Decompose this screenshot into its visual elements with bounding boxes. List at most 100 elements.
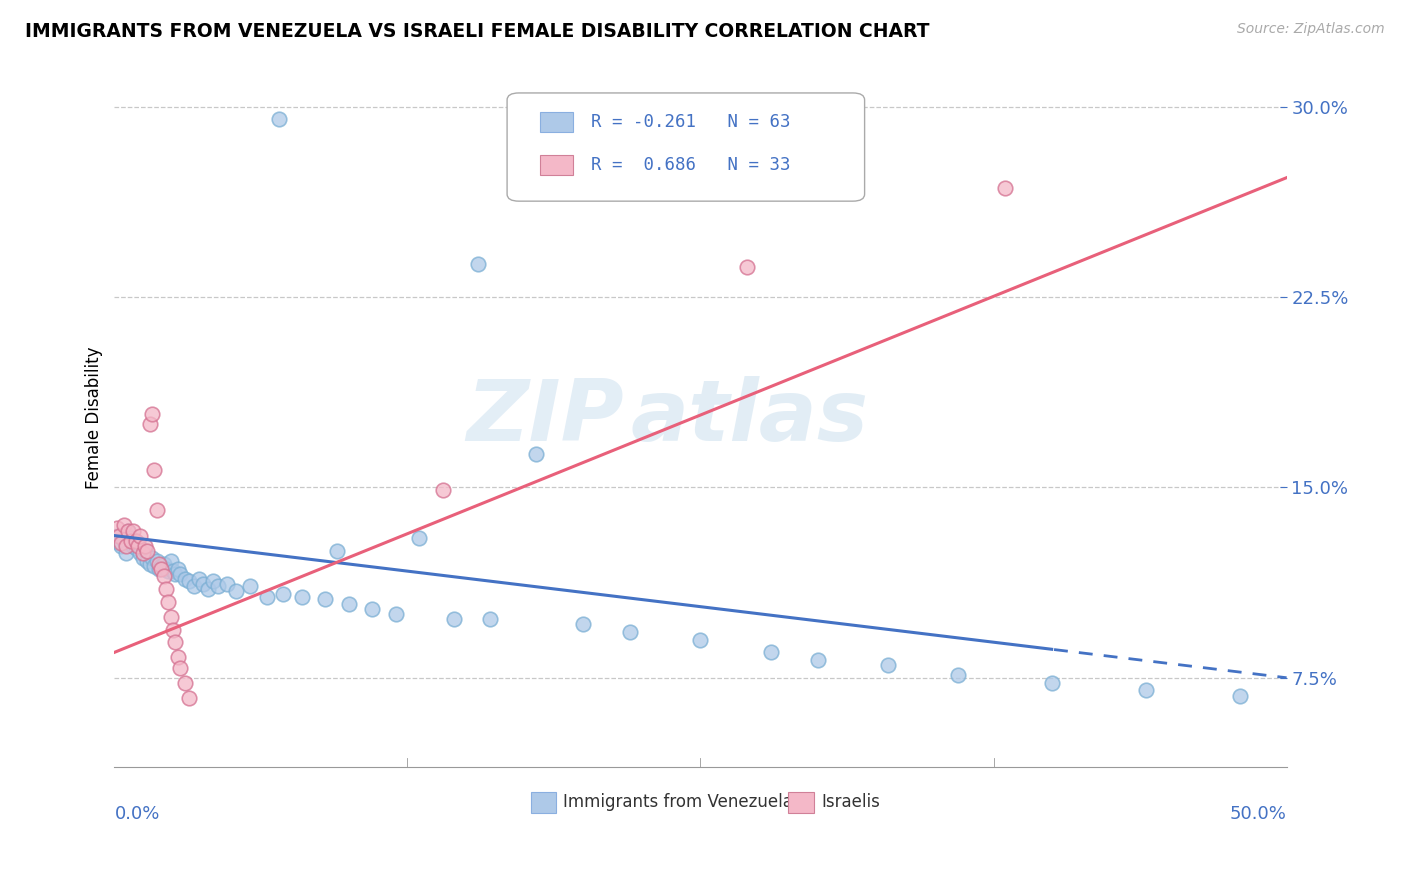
Point <box>124 533 146 548</box>
Point <box>159 610 181 624</box>
Point <box>143 462 166 476</box>
Point <box>1229 689 1251 703</box>
Point <box>166 650 188 665</box>
FancyBboxPatch shape <box>540 155 572 175</box>
Point <box>326 544 349 558</box>
Point <box>193 577 215 591</box>
Point <box>150 559 173 574</box>
Point <box>807 653 830 667</box>
Point <box>689 632 711 647</box>
Text: 50.0%: 50.0% <box>1230 805 1286 823</box>
FancyBboxPatch shape <box>530 792 557 813</box>
Point <box>136 544 159 558</box>
Point <box>619 625 641 640</box>
Point <box>165 566 187 581</box>
Point <box>215 577 238 591</box>
FancyBboxPatch shape <box>508 93 865 202</box>
FancyBboxPatch shape <box>789 792 814 813</box>
Point <box>138 417 160 431</box>
Point <box>157 564 180 578</box>
Point <box>117 524 139 538</box>
Point <box>148 557 170 571</box>
Text: IMMIGRANTS FROM VENEZUELA VS ISRAELI FEMALE DISABILITY CORRELATION CHART: IMMIGRANTS FROM VENEZUELA VS ISRAELI FEM… <box>25 22 929 41</box>
Point <box>136 554 159 568</box>
Text: ZIP: ZIP <box>467 376 624 459</box>
Point <box>239 579 262 593</box>
Point <box>159 554 181 568</box>
Point <box>134 544 156 558</box>
Text: Immigrants from Venezuela: Immigrants from Venezuela <box>564 793 793 811</box>
Point <box>145 554 167 568</box>
Point <box>162 623 184 637</box>
Point <box>432 483 454 497</box>
Text: R =  0.686   N = 33: R = 0.686 N = 33 <box>592 156 792 174</box>
Point <box>138 557 160 571</box>
Point <box>134 539 156 553</box>
Point <box>478 612 501 626</box>
Point <box>169 660 191 674</box>
Point <box>994 181 1017 195</box>
Point <box>127 536 149 550</box>
Point <box>155 561 177 575</box>
Point <box>115 539 138 553</box>
Point <box>110 539 132 553</box>
Point <box>141 551 163 566</box>
Point <box>155 582 177 596</box>
Point <box>127 539 149 553</box>
Text: 0.0%: 0.0% <box>114 805 160 823</box>
Point <box>572 617 595 632</box>
Point <box>108 536 131 550</box>
Point <box>122 524 145 538</box>
Point <box>105 521 128 535</box>
Point <box>129 546 152 560</box>
Point <box>467 257 489 271</box>
Point <box>131 546 153 560</box>
Point <box>157 594 180 608</box>
Y-axis label: Female Disability: Female Disability <box>86 346 103 489</box>
Point <box>152 569 174 583</box>
Point <box>384 607 406 622</box>
Point <box>361 602 384 616</box>
Point <box>201 574 224 589</box>
Point <box>143 559 166 574</box>
Point <box>291 590 314 604</box>
Point <box>148 561 170 575</box>
Point <box>115 546 138 560</box>
Point <box>162 564 184 578</box>
Text: atlas: atlas <box>630 376 869 459</box>
Point <box>120 531 142 545</box>
Point <box>173 572 195 586</box>
Point <box>112 533 135 548</box>
Point <box>117 524 139 538</box>
Point <box>408 531 430 545</box>
FancyBboxPatch shape <box>540 112 572 132</box>
Point <box>256 590 278 604</box>
Text: R = -0.261   N = 63: R = -0.261 N = 63 <box>592 113 792 131</box>
Point <box>877 658 900 673</box>
Point <box>108 528 131 542</box>
Point <box>110 536 132 550</box>
Point <box>1135 683 1157 698</box>
Point <box>1040 675 1063 690</box>
Point <box>187 572 209 586</box>
Point <box>179 691 201 706</box>
Point <box>197 582 219 596</box>
Point <box>183 579 205 593</box>
Text: Source: ZipAtlas.com: Source: ZipAtlas.com <box>1237 22 1385 37</box>
Point <box>165 635 187 649</box>
Point <box>120 533 142 548</box>
Point <box>314 592 336 607</box>
Point <box>526 447 548 461</box>
Point <box>337 597 360 611</box>
Point <box>105 528 128 542</box>
Point <box>150 561 173 575</box>
Point <box>131 551 153 566</box>
Point <box>173 675 195 690</box>
Point <box>122 539 145 553</box>
Point <box>948 668 970 682</box>
Point <box>207 579 229 593</box>
Point <box>141 407 163 421</box>
Point <box>145 503 167 517</box>
Point <box>169 566 191 581</box>
Point <box>443 612 465 626</box>
